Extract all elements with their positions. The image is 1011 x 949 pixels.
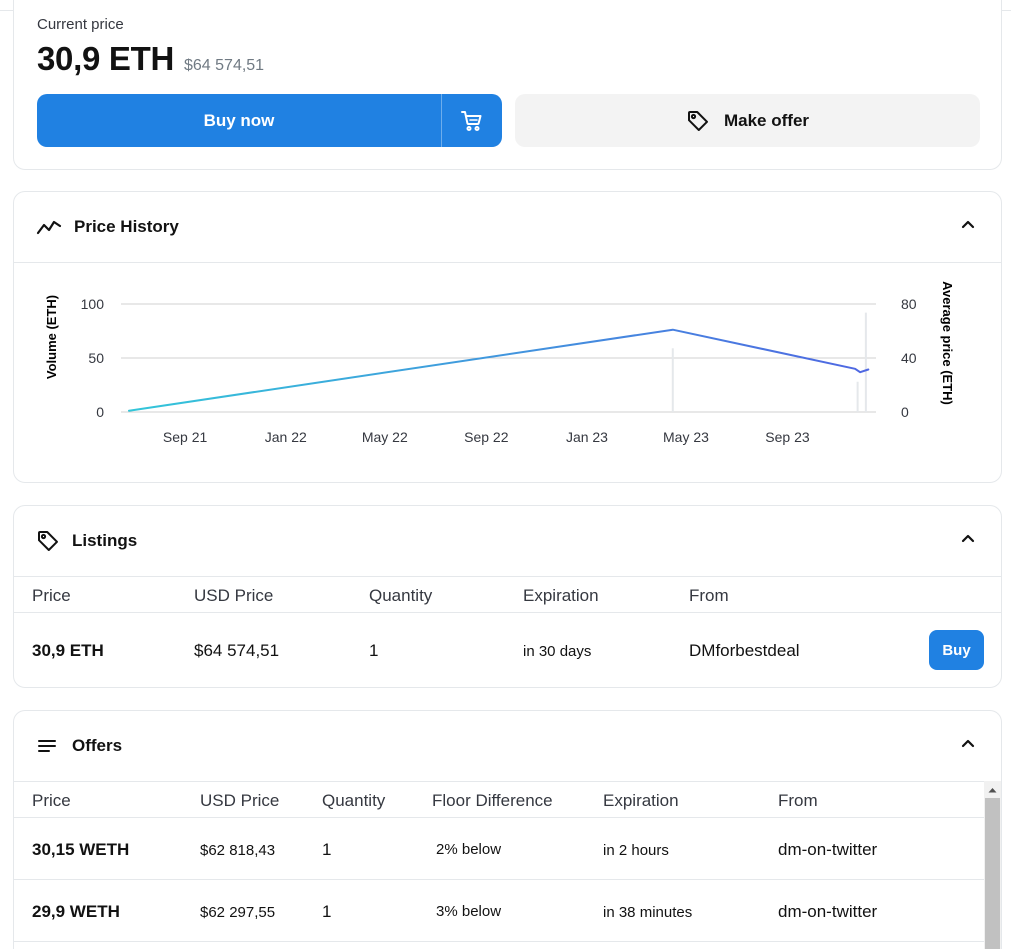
- tag-icon: [687, 110, 708, 131]
- column-header: USD Price: [194, 586, 274, 605]
- offers-title: Offers: [72, 736, 123, 755]
- y-right-tick-label: 0: [901, 404, 909, 420]
- listing-quantity: 1: [369, 641, 379, 660]
- scroll-up-button[interactable]: [984, 781, 1001, 798]
- volume-bar: [856, 381, 859, 412]
- listing-usd-price: $64 574,51: [194, 641, 280, 660]
- price-history-title: Price History: [74, 217, 179, 236]
- offer-quantity: 1: [322, 902, 332, 921]
- buy-button-group: Buy now: [37, 94, 502, 147]
- x-tick-label: Sep 21: [163, 429, 208, 445]
- column-header: Floor Difference: [432, 791, 553, 810]
- y-left-tick-label: 0: [96, 404, 104, 420]
- offer-bidder-link[interactable]: dm-on-twitter: [778, 840, 878, 859]
- column-header: From: [689, 586, 729, 605]
- y-left-tick-label: 100: [81, 296, 105, 312]
- price-history-header[interactable]: Price History: [14, 192, 1001, 263]
- listing-seller-link[interactable]: DMforbestdeal: [689, 641, 800, 660]
- offer-usd-price: $62 297,55: [200, 904, 276, 921]
- x-tick-label: Jan 23: [566, 429, 608, 445]
- add-to-cart-button[interactable]: [442, 94, 502, 147]
- offer-usd-price: $62 818,43: [200, 842, 276, 859]
- chevron-up-icon[interactable]: [961, 738, 975, 748]
- price-card: Current price 30,9 ETH $64 574,51 Buy no…: [13, 0, 1002, 170]
- table-row: 29,9 WETH $62 297,55 1 3% below in 38 mi…: [14, 880, 1001, 942]
- column-header: Expiration: [523, 586, 599, 605]
- column-header: Quantity: [322, 791, 386, 810]
- x-tick-label: May 23: [663, 429, 709, 445]
- y-right-tick-label: 80: [901, 296, 917, 312]
- scroll-up-arrow-icon: [988, 787, 997, 792]
- column-header: From: [778, 791, 818, 810]
- table-row: 30,15 WETH $62 818,43 1 2% below in 2 ho…: [14, 818, 1001, 880]
- price-history-card: Price History 100 80 50 40 0 0 Sep 21 Jan 22 May…: [13, 191, 1002, 483]
- listing-buy-button[interactable]: Buy: [929, 630, 984, 670]
- listings-title: Listings: [72, 531, 138, 550]
- column-header: Price: [32, 586, 71, 605]
- scrollbar-thumb[interactable]: [985, 798, 1000, 949]
- volume-bar: [671, 348, 674, 412]
- offer-price: 30,15 WETH: [32, 840, 130, 859]
- x-tick-label: Jan 22: [265, 429, 307, 445]
- offers-scrollbar[interactable]: [984, 781, 1001, 949]
- column-header: Expiration: [603, 791, 679, 810]
- offer-expiration: in 38 minutes: [603, 904, 693, 921]
- listings-header[interactable]: Listings: [14, 506, 1001, 577]
- cart-icon: [461, 110, 482, 131]
- offer-floor-difference: 2% below: [436, 841, 502, 858]
- price-history-chart: 100 80 50 40 0 0 Sep 21 Jan 22 May 22 Sep 22 Jan 2…: [44, 281, 955, 445]
- column-header: USD Price: [200, 791, 280, 810]
- column-header: Price: [32, 791, 71, 810]
- column-header: Quantity: [369, 586, 433, 605]
- make-offer-label: Make offer: [723, 110, 810, 130]
- current-price-row: 30,9 ETH $64 574,51: [37, 40, 264, 78]
- trend-line-icon: [36, 220, 62, 235]
- make-offer-button[interactable]: Make offer: [515, 94, 980, 147]
- x-tick-label: Sep 22: [464, 429, 509, 445]
- chevron-up-icon[interactable]: [961, 219, 975, 229]
- y-right-tick-label: 40: [901, 350, 917, 366]
- average-price-line: [128, 328, 870, 412]
- list-icon: [38, 740, 56, 752]
- table-row: 30,9 ETH $64 574,51 1 in 30 days DMforbe…: [14, 613, 1001, 687]
- chevron-up-icon[interactable]: [961, 533, 975, 543]
- x-tick-label: May 22: [362, 429, 408, 445]
- offer-price: 29,9 WETH: [32, 902, 120, 921]
- listings-card: Listings Price USD Price Quantity Expira…: [13, 505, 1002, 688]
- offer-bidder-link[interactable]: dm-on-twitter: [778, 902, 878, 921]
- offer-expiration: in 2 hours: [603, 842, 669, 859]
- volume-bar: [864, 312, 867, 412]
- offer-floor-difference: 3% below: [436, 903, 502, 920]
- offers-card: Offers Price USD Price Quantity Floor Di…: [13, 710, 1002, 949]
- offer-quantity: 1: [322, 840, 332, 859]
- y-left-tick-label: 50: [88, 350, 104, 366]
- y-right-axis-label: Average price (ETH): [940, 281, 955, 405]
- offers-table-header: Price USD Price Quantity Floor Differenc…: [14, 782, 1001, 818]
- listings-table-header: Price USD Price Quantity Expiration From: [14, 577, 1001, 613]
- listing-expiration: in 30 days: [523, 643, 592, 660]
- current-price-eth: 30,9 ETH: [37, 40, 174, 77]
- x-tick-label: Sep 23: [765, 429, 810, 445]
- tag-icon: [38, 531, 58, 551]
- listing-price: 30,9 ETH: [32, 641, 104, 660]
- buy-now-button[interactable]: Buy now: [37, 94, 442, 147]
- current-price-usd: $64 574,51: [184, 57, 265, 74]
- y-left-axis-label: Volume (ETH): [44, 295, 59, 379]
- current-price-label: Current price: [37, 16, 124, 33]
- offers-header[interactable]: Offers: [14, 711, 1001, 782]
